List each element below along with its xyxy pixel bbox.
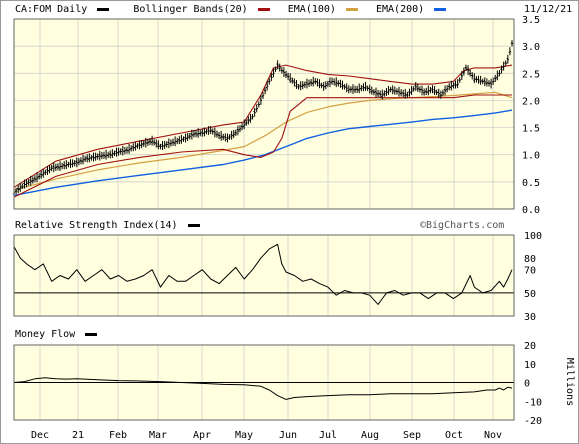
price-tick-label: 2.5 [522, 69, 540, 80]
price-tick-label: 1.5 [522, 124, 540, 135]
ema200-swatch [434, 7, 447, 11]
rsi-tick-label: 80 [524, 254, 536, 265]
x-tick-label: 21 [72, 430, 84, 441]
price-tick-label: 1.0 [522, 151, 540, 162]
x-tick-label: Jun [279, 430, 297, 441]
mf-unit-label: Millions [564, 358, 575, 406]
price-legend: CA:FOM Daily Bollinger Bands(20) EMA(100… [15, 4, 447, 16]
rsi-tick-label: 50 [524, 289, 536, 300]
watermark: ©BigCharts.com [420, 220, 505, 231]
x-tick-label: Feb [109, 430, 127, 441]
mf-title: Money Flow [15, 329, 76, 340]
ema200-line [13, 109, 513, 197]
price-tick-label: 0.5 [522, 178, 540, 189]
price-tick-label: 3.5 [522, 15, 540, 26]
rsi-tick-label: 100 [524, 231, 542, 242]
ema100-swatch [345, 7, 358, 11]
mf-tick-label: -10 [524, 397, 542, 408]
bollinger-swatch [257, 7, 270, 11]
price-tick-label: 0.0 [522, 205, 540, 216]
rsi-title: Relative Strength Index(14) [15, 220, 178, 231]
x-tick-label: Aug [361, 430, 379, 441]
ema100-line [13, 91, 513, 191]
chart-date: 11/12/21 [524, 4, 573, 15]
price-swatch [97, 7, 110, 11]
x-tick-label: Nov [484, 430, 502, 441]
bollinger-lower-line [13, 94, 512, 198]
mf-tick-label: 20 [524, 341, 536, 352]
x-tick-label: Jul [319, 430, 337, 441]
x-tick-label: Oct [445, 430, 463, 441]
price-panel-bg [14, 19, 514, 209]
price-panel-border [13, 18, 515, 210]
bollinger-label: Bollinger Bands(20) [133, 4, 248, 15]
x-tick-label: Mar [149, 430, 167, 441]
rsi-swatch [187, 223, 200, 227]
ema100-label: EMA(100) [287, 4, 336, 15]
x-tick-label: Apr [193, 430, 211, 441]
symbol-label: CA:FOM Daily [15, 4, 88, 15]
rsi-tick-label: 70 [524, 266, 536, 277]
mf-swatch [85, 332, 98, 336]
price-tick-label: 2.0 [522, 96, 540, 107]
ema200-label: EMA(200) [376, 4, 425, 15]
mf-panel-border [13, 344, 515, 421]
rsi-panel-border [13, 234, 515, 317]
rsi-legend: Relative Strength Index(14) [15, 220, 200, 232]
x-tick-label: Sep [403, 430, 421, 441]
mf-legend: Money Flow [15, 329, 98, 341]
rsi-panel-bg [14, 235, 514, 316]
mf-tick-label: 0 [524, 379, 530, 390]
moneyflow-line [13, 377, 513, 400]
rsi-line [13, 243, 513, 305]
bollinger-upper-line [13, 64, 513, 188]
x-tick-label: Dec [31, 430, 49, 441]
x-tick-label: May [235, 430, 253, 441]
mf-tick-label: 10 [524, 360, 536, 371]
mf-tick-label: -20 [524, 416, 542, 427]
rsi-tick-label: 30 [524, 312, 536, 323]
price-tick-label: 3.0 [522, 42, 540, 53]
